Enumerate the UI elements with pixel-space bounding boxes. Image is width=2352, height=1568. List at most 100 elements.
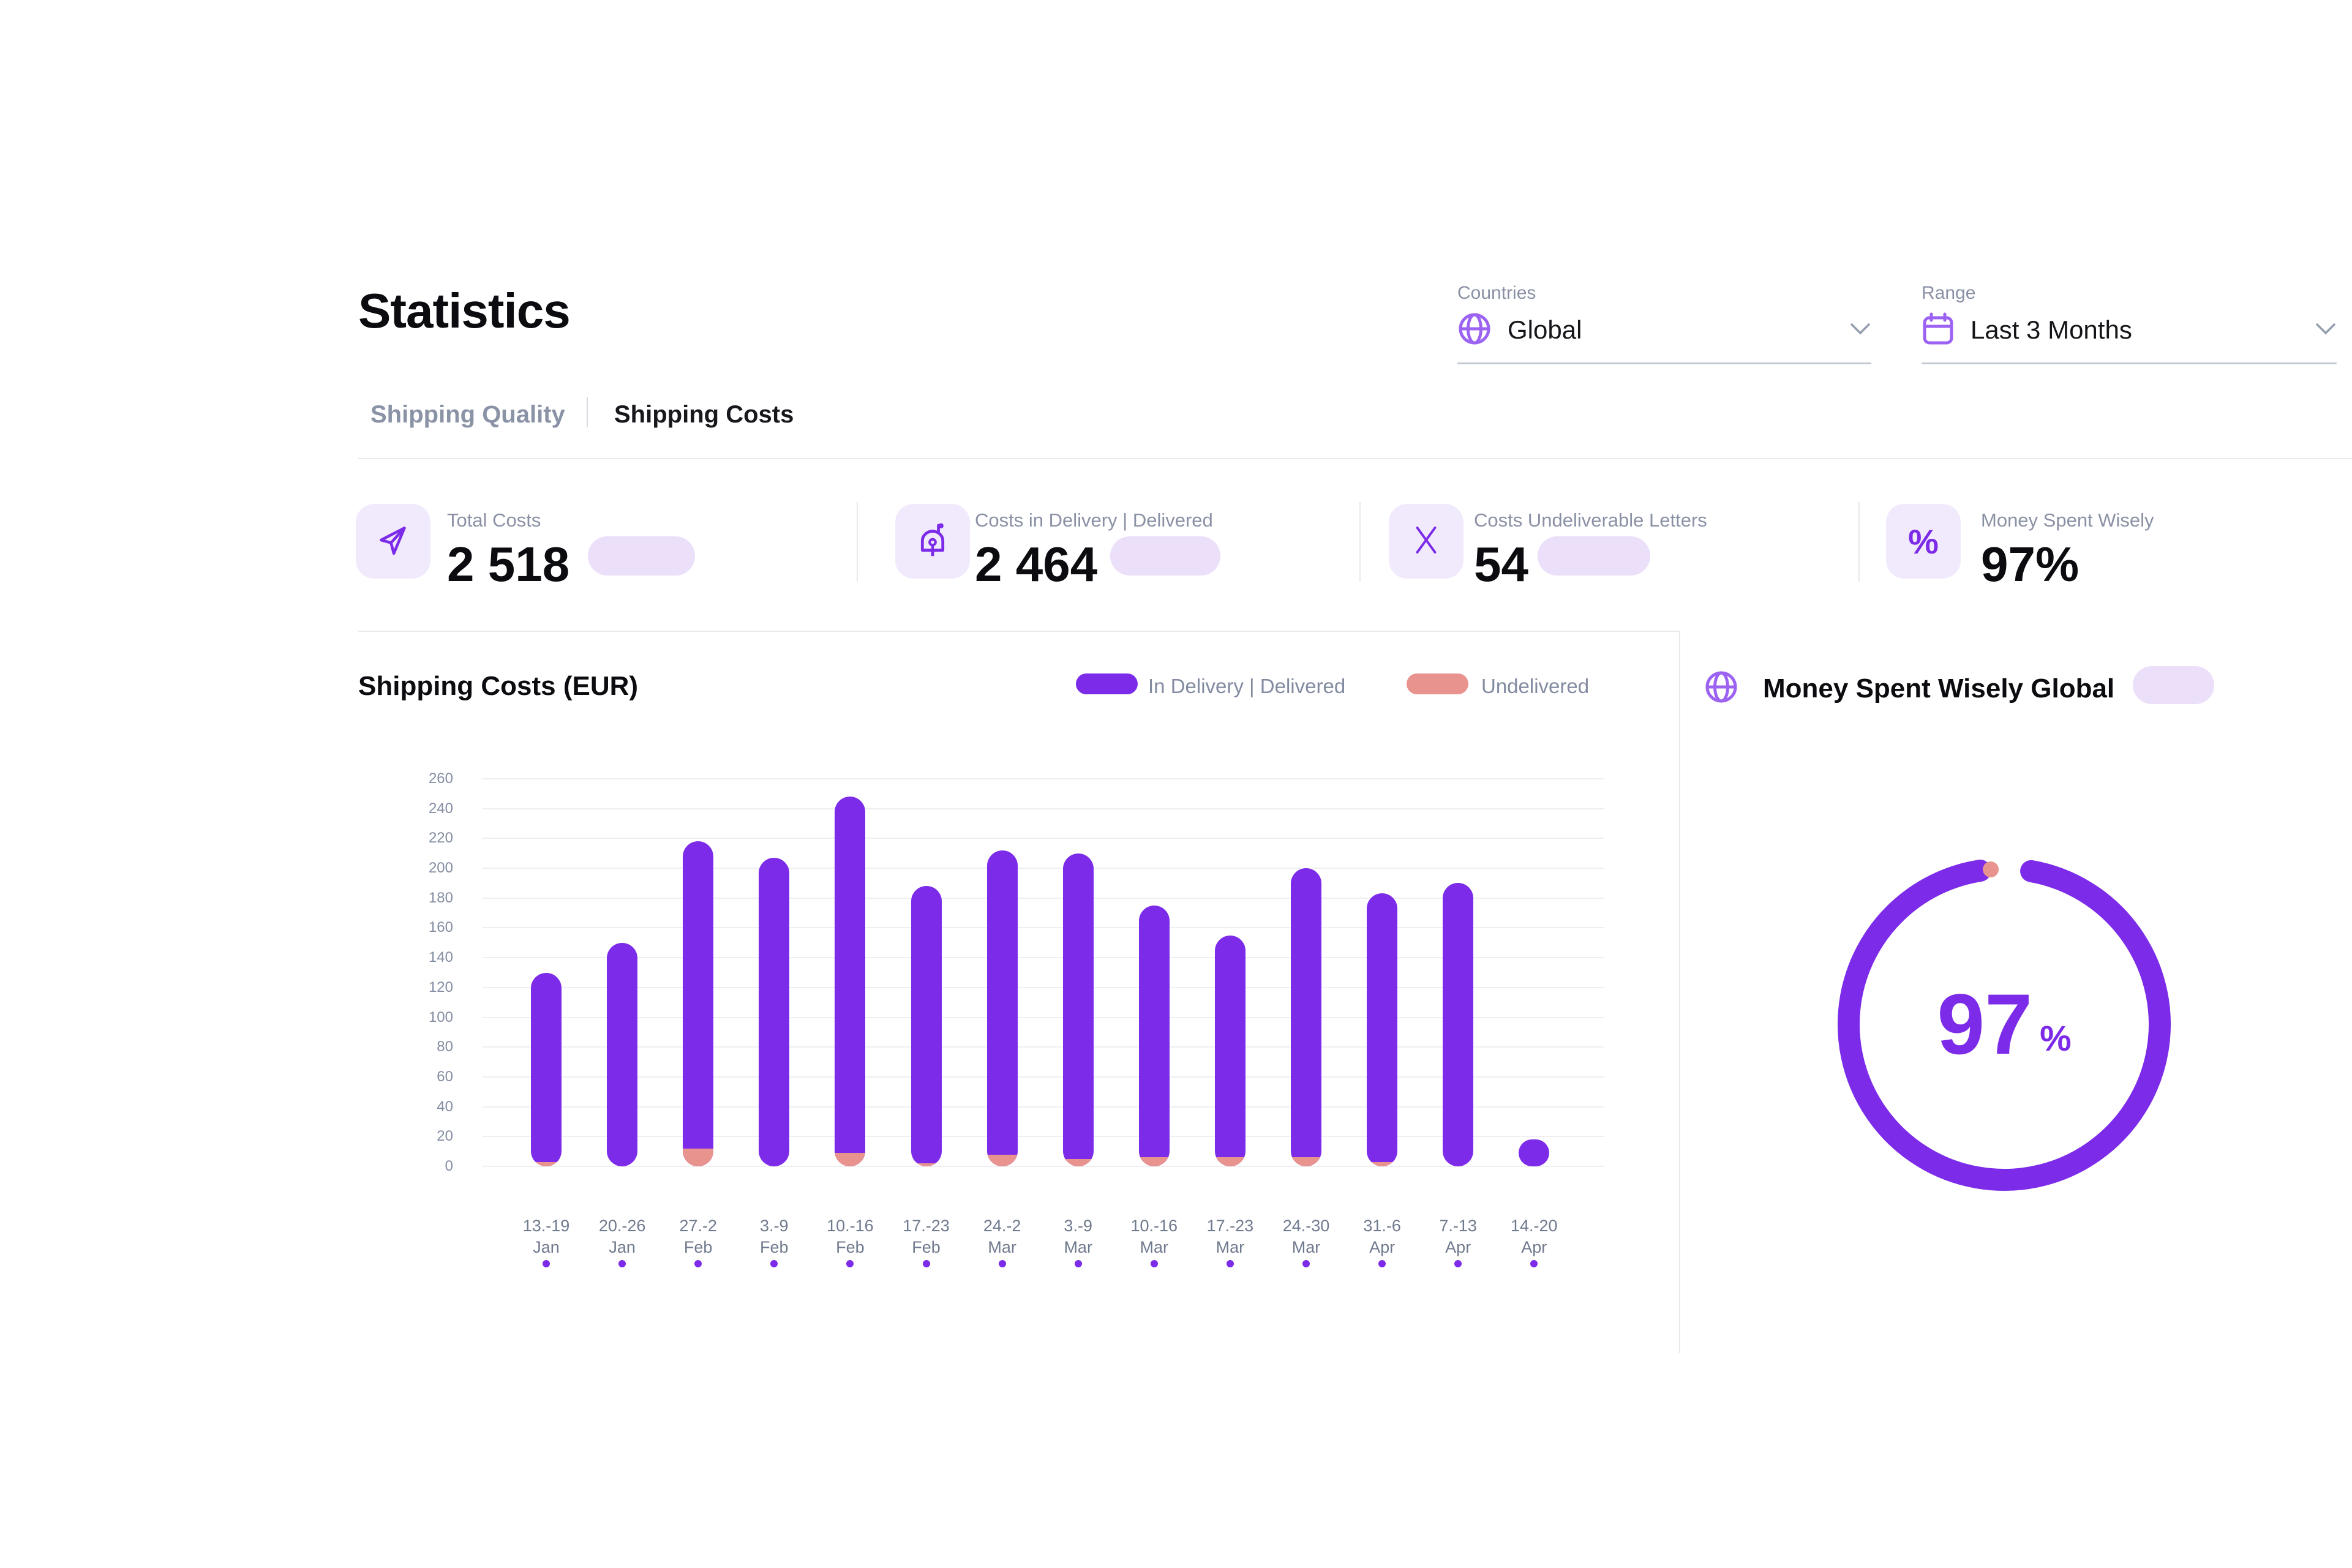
gridline	[483, 1046, 1604, 1048]
kpi-label: Money Spent Wisely	[1981, 509, 2154, 531]
donut-percent: 97	[1937, 976, 2033, 1072]
bar-10.-16 Mar	[1138, 905, 1170, 1166]
bar-undelivered-segment	[1367, 1161, 1398, 1166]
x-axis-tick-label: 10.-16 Mar	[1130, 1217, 1178, 1256]
costs-delivery-tile	[895, 504, 970, 579]
legend-label-undelivered: Undelivered	[1481, 675, 1590, 697]
bar-31.-6 Apr	[1367, 893, 1398, 1166]
money-spent-wisely-tile: %	[1886, 504, 1961, 579]
calendar-icon	[1922, 312, 1955, 349]
globe-icon	[1704, 670, 1738, 707]
x-axis-dot	[694, 1260, 702, 1267]
bar-13.-19 Jan	[531, 972, 562, 1166]
y-axis-tick-label: 220	[428, 830, 453, 847]
bar-27.-2 Feb	[683, 841, 714, 1166]
kpi-badge	[1110, 536, 1220, 576]
kpi-value: 97%	[1981, 537, 2080, 591]
range-value: Last 3 Months	[1971, 315, 2132, 344]
x-axis-dot	[1074, 1260, 1082, 1267]
y-axis-tick-label: 40	[437, 1098, 453, 1115]
donut-dot-remainder	[1983, 861, 1999, 877]
y-axis-tick-label: 200	[428, 860, 453, 877]
donut-center-value: 97 %	[1882, 975, 2127, 1073]
countries-dropdown[interactable]: Countries Global	[1457, 283, 1871, 364]
donut-title: Money Spent Wisely Global	[1763, 673, 2115, 703]
gridline	[483, 1106, 1604, 1108]
gridline	[483, 1076, 1604, 1078]
x-axis-tick-label: 24.-2 Mar	[983, 1217, 1021, 1256]
y-axis-tick-label: 240	[428, 800, 453, 817]
countries-value: Global	[1508, 315, 1582, 344]
kpi-divider	[857, 502, 858, 582]
kpi-costs-undeliverable: Costs Undeliverable Letters 54	[1474, 509, 1707, 589]
bar-chart-title: Shipping Costs (EUR)	[358, 671, 639, 701]
gridline	[483, 808, 1604, 809]
x-axis-dot	[543, 1260, 550, 1267]
x-axis-dot	[846, 1260, 854, 1267]
chevron-down-icon	[1849, 321, 1871, 340]
range-dropdown[interactable]: Range Last 3 Months	[1922, 283, 2337, 364]
bar-undelivered-segment	[1214, 1157, 1246, 1166]
bar-undelivered-segment	[1138, 1157, 1170, 1166]
tab-shipping-quality[interactable]: Shipping Quality	[370, 401, 565, 428]
kpi-label: Costs in Delivery | Delivered	[975, 509, 1213, 531]
kpi-label: Costs Undeliverable Letters	[1474, 509, 1707, 531]
page-title: Statistics	[358, 283, 571, 338]
x-axis-dot	[618, 1260, 626, 1267]
x-axis-dot	[1378, 1260, 1386, 1267]
tab-divider	[587, 397, 588, 427]
x-axis-dot	[1150, 1260, 1158, 1267]
bar-undelivered-segment	[683, 1148, 714, 1166]
kpi-bottom-divider	[358, 631, 1679, 632]
x-axis-tick-label: 17.-23 Feb	[903, 1217, 950, 1256]
paper-plane-icon	[375, 522, 411, 561]
kpi-label: Total Costs	[447, 509, 541, 531]
y-axis-tick-label: 100	[428, 1008, 453, 1026]
bar-17.-23 Feb	[911, 886, 942, 1166]
countries-label: Countries	[1457, 283, 1536, 303]
bar-20.-26 Jan	[607, 942, 638, 1166]
kpi-badge	[588, 536, 695, 576]
panel-divider	[1679, 631, 1680, 1353]
kpi-badge	[1538, 536, 1650, 576]
y-axis-tick-label: 180	[428, 889, 453, 906]
x-axis-tick-label: 3.-9 Feb	[760, 1217, 789, 1256]
bar-undelivered-segment	[986, 1154, 1018, 1166]
bar-3.-9 Mar	[1062, 853, 1094, 1166]
total-costs-tile	[356, 504, 430, 579]
bar-24.-30 Mar	[1291, 868, 1321, 1166]
globe-icon	[1457, 312, 1492, 349]
bar-undelivered-segment	[835, 1153, 866, 1166]
gridline	[483, 986, 1604, 988]
bar-undelivered-segment	[1291, 1157, 1321, 1166]
donut-header: Money Spent Wisely Global	[1704, 670, 2114, 707]
gridline	[483, 838, 1604, 839]
costs-undeliverable-tile	[1389, 504, 1463, 579]
mailbox-icon	[914, 521, 952, 562]
kpi-total-costs: Total Costs 2 518	[447, 509, 569, 589]
x-axis-tick-label: 14.-20 Apr	[1511, 1217, 1558, 1256]
bar-14.-20 Apr	[1519, 1139, 1550, 1166]
donut-chart	[1814, 835, 2194, 1214]
y-axis-tick-label: 20	[437, 1128, 453, 1145]
gridline	[483, 778, 1604, 779]
donut-arc-main	[1838, 858, 2171, 1191]
gridline	[483, 927, 1604, 929]
tab-shipping-costs[interactable]: Shipping Costs	[614, 401, 794, 428]
x-axis-dot	[770, 1260, 778, 1267]
bar-3.-9 Feb	[759, 858, 790, 1166]
x-axis-dot	[998, 1260, 1006, 1267]
gridline	[483, 957, 1604, 959]
x-axis-tick-label: 7.-13 Apr	[1439, 1217, 1477, 1256]
gridline	[483, 1166, 1604, 1167]
gridline	[483, 1136, 1604, 1138]
bar-17.-23 Mar	[1214, 935, 1246, 1166]
y-axis-tick-label: 160	[428, 919, 453, 936]
x-axis-tick-label: 27.-2 Feb	[679, 1217, 717, 1256]
x-axis-dot	[1302, 1260, 1310, 1267]
bar-10.-16 Feb	[835, 797, 866, 1166]
bar-undelivered-segment	[911, 1163, 942, 1166]
kpi-value: 2 518	[447, 537, 570, 591]
y-axis-tick-label: 140	[428, 949, 453, 966]
